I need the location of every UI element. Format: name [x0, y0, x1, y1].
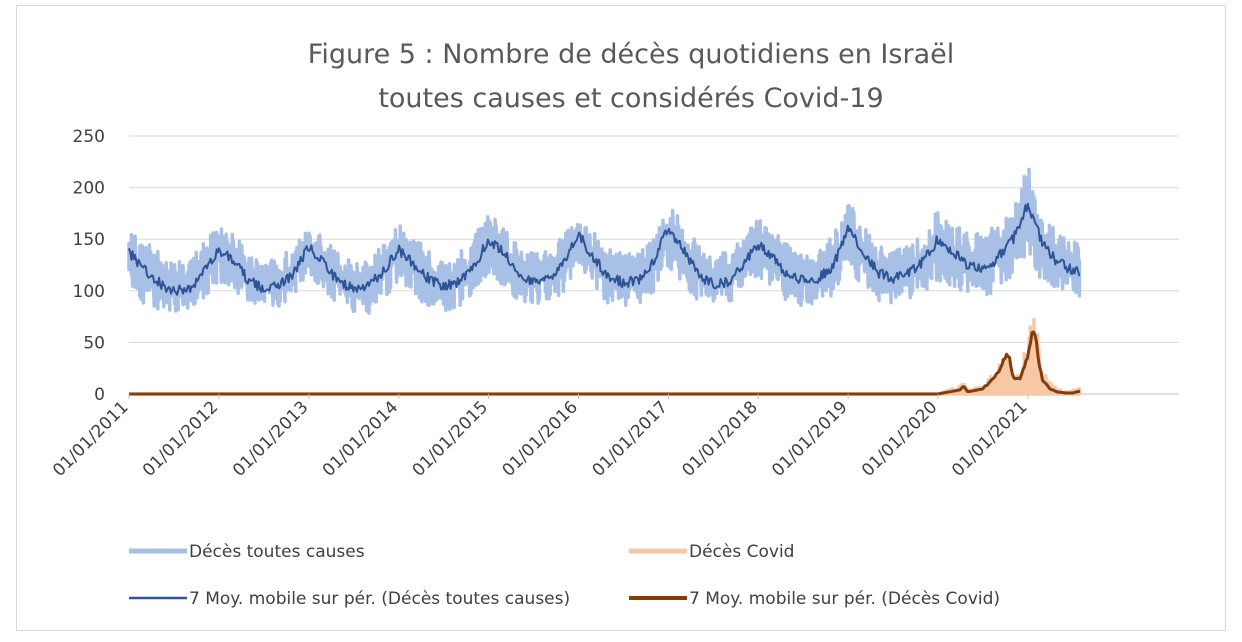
x-tick-label: 01/01/2019	[768, 397, 851, 480]
series-moyenne-mobile-covid	[129, 330, 1081, 396]
legend-label-1: Décès Covid	[689, 542, 794, 562]
x-tick-label: 01/01/2017	[589, 397, 672, 480]
y-tick-label: 200	[73, 179, 105, 199]
y-tick-label: 0	[94, 385, 105, 405]
x-tick-label: 01/01/2015	[409, 397, 492, 480]
x-tick-label: 01/01/2018	[678, 397, 761, 480]
legend-label-2: 7 Moy. mobile sur pér. (Décès toutes cau…	[189, 589, 570, 609]
legend-label-3: 7 Moy. mobile sur pér. (Décès Covid)	[689, 589, 1000, 609]
x-tick-label: 01/01/2014	[319, 397, 402, 480]
chart-title-line-2: toutes causes et considérés Covid-19	[378, 83, 883, 114]
x-tick-label: 01/01/2013	[229, 397, 312, 480]
x-tick-label: 01/01/2016	[498, 397, 581, 480]
plot-area	[127, 167, 1082, 396]
series-deces-toutes-causes	[127, 167, 1082, 315]
x-tick-label: 01/01/2020	[858, 397, 941, 480]
y-axis-ticks: 0 50 100 150 200 250	[73, 127, 105, 405]
series-deces-covid	[129, 317, 1082, 396]
legend-label-0: Décès toutes causes	[189, 542, 365, 562]
y-tick-label: 100	[73, 282, 105, 302]
x-tick-label: 01/01/2021	[948, 397, 1031, 480]
x-tick-label: 01/01/2011	[49, 397, 132, 480]
chart-title-line-1: Figure 5 : Nombre de décès quotidiens en…	[308, 39, 954, 70]
y-tick-label: 150	[73, 230, 105, 250]
y-tick-label: 250	[73, 127, 105, 147]
series-moyenne-mobile-toutes-causes	[128, 202, 1081, 296]
x-axis-ticks: 01/01/2011 01/01/2012 01/01/2013 01/01/2014…	[49, 394, 1032, 481]
chart-svg: Figure 5 : Nombre de décès quotidiens en…	[49, 39, 1179, 609]
y-tick-label: 50	[83, 333, 105, 353]
chart-frame: Figure 5 : Nombre de décès quotidiens en…	[16, 5, 1226, 631]
x-tick-label: 01/01/2012	[139, 397, 222, 480]
legend: Décès toutes causes Décès Covid 7 Moy. mob…	[129, 542, 1000, 609]
